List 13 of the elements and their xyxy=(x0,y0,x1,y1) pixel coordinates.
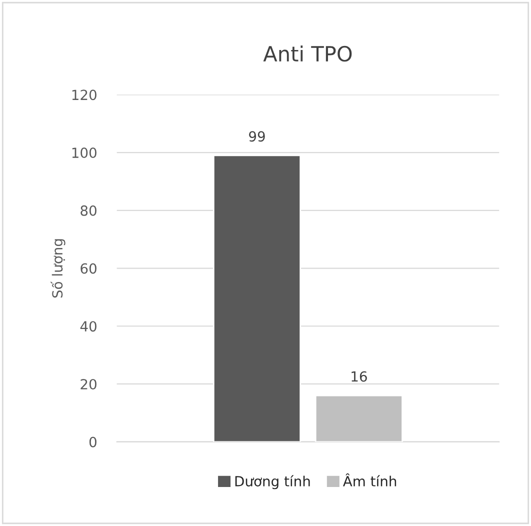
y-tick-label: 60 xyxy=(80,263,96,274)
y-tick-label: 80 xyxy=(80,205,96,216)
y-tick-label: 0 xyxy=(89,436,96,448)
legend-label: Dương tính xyxy=(235,475,310,490)
chart-title: Anti TPO xyxy=(263,46,352,62)
y-tick-label: 20 xyxy=(80,378,96,390)
y-axis-title: Số lượng xyxy=(50,239,66,298)
y-tick-label: 100 xyxy=(72,148,96,158)
legend-label: Âm tính xyxy=(342,473,396,486)
data-label: 99 xyxy=(249,131,265,142)
data-label: 16 xyxy=(352,371,367,382)
y-tick-label: 120 xyxy=(72,90,96,100)
y-tick-label: 40 xyxy=(80,321,96,332)
